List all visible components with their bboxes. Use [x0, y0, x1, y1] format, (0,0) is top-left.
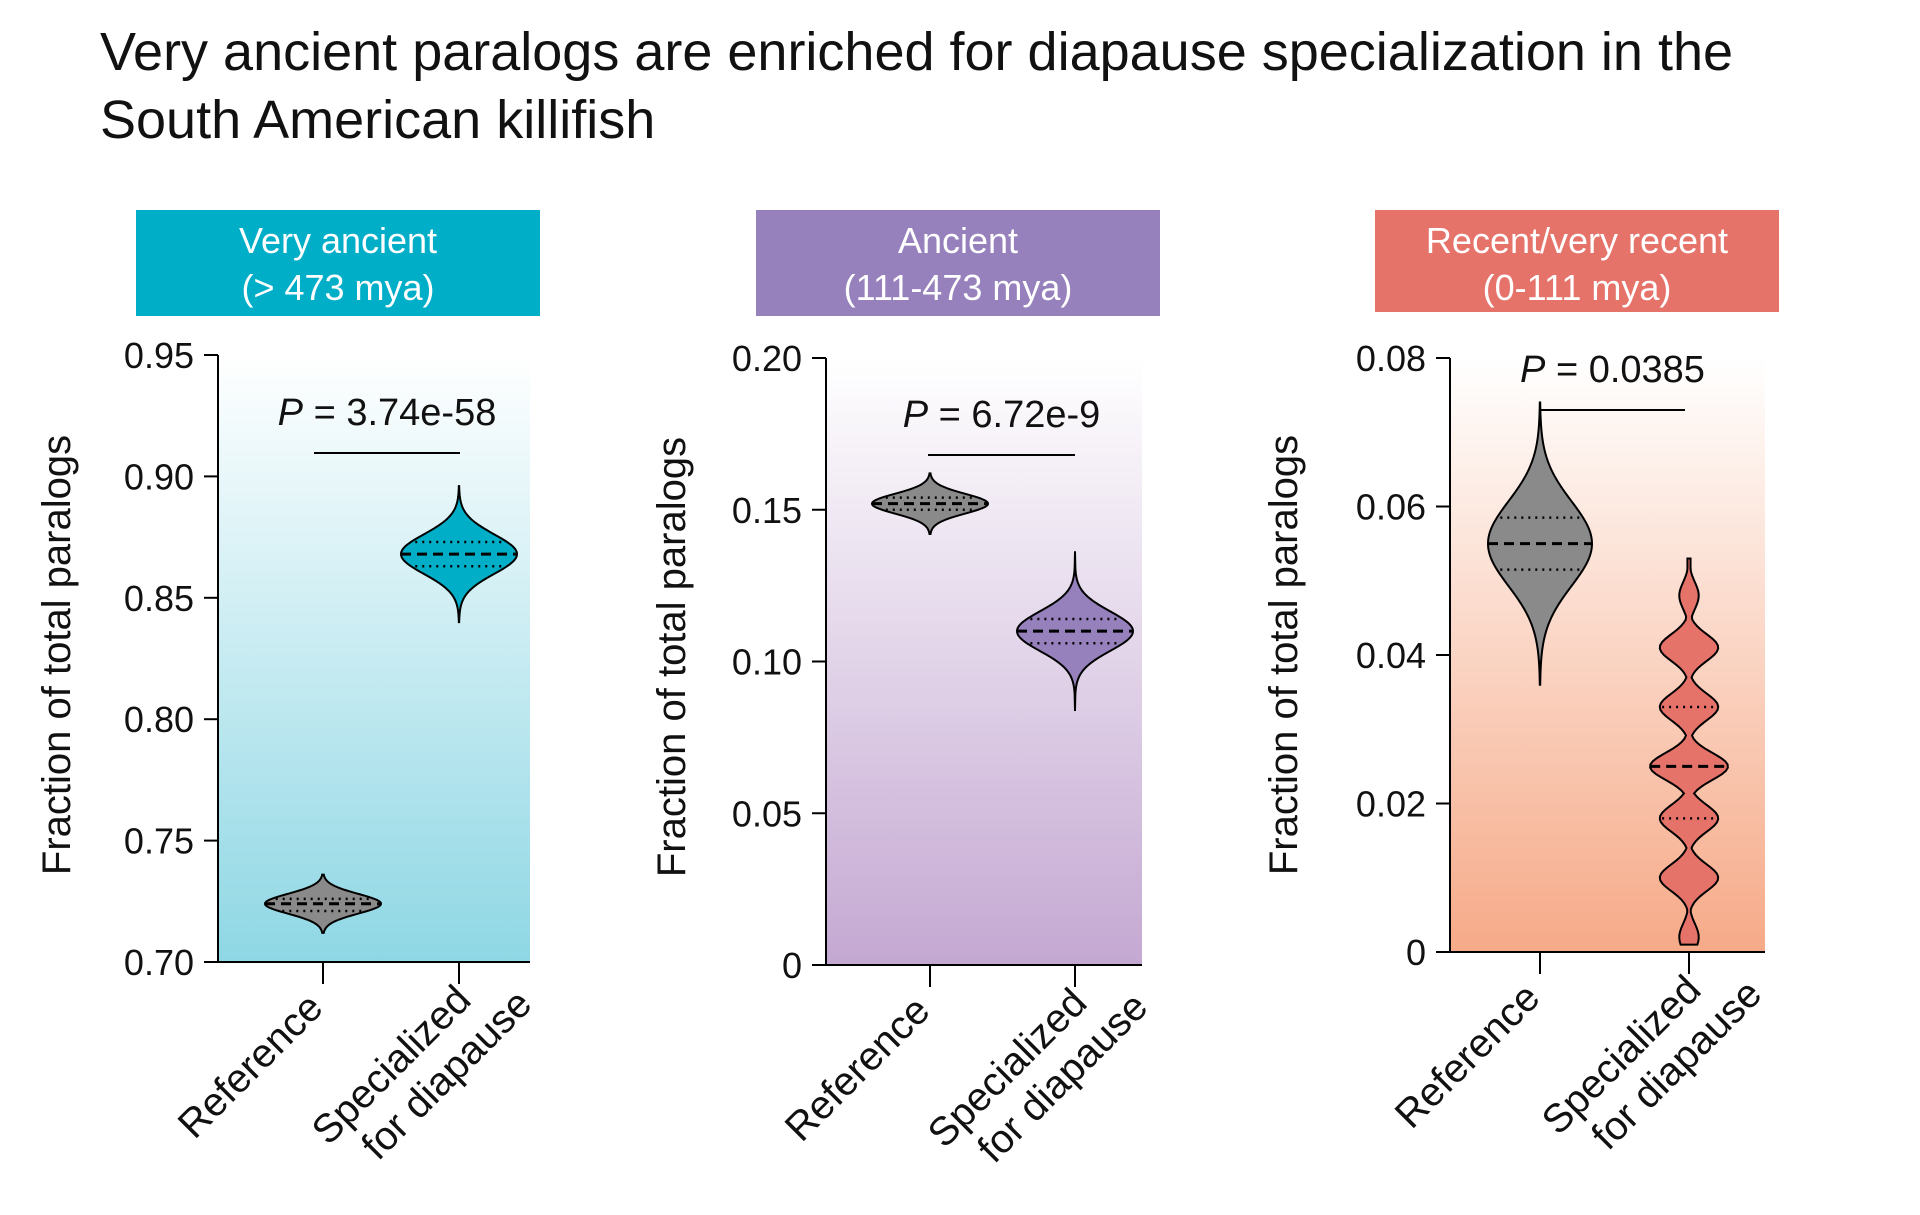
panel-title-line2: (111-473 mya) [844, 267, 1073, 308]
y-tick-label: 0.80 [124, 699, 194, 740]
p-symbol: P [1520, 349, 1546, 391]
x-tick-label-specialized: Specializedfor diapause [304, 949, 541, 1186]
figure-title-line2: South American killifish [100, 90, 656, 150]
y-tick-label: 0.10 [732, 642, 802, 683]
y-tick-label: 0.70 [124, 942, 194, 983]
panel-title-line2: (> 473 mya) [241, 267, 434, 308]
y-tick-label: 0.75 [124, 821, 194, 862]
p-value-text: = 6.72e-9 [928, 394, 1100, 436]
violin-body [1649, 557, 1729, 946]
p-value-text: = 0.0385 [1545, 349, 1705, 391]
x-tick-label-reference: Reference [1387, 975, 1549, 1137]
y-tick-label: 0.85 [124, 578, 194, 619]
plot-background [1450, 358, 1765, 952]
y-tick-label: 0.95 [124, 335, 194, 376]
p-symbol: P [278, 392, 304, 434]
y-tick-label: 0 [782, 945, 802, 986]
p-symbol: P [903, 394, 929, 436]
y-tick-label: 0.06 [1356, 487, 1426, 528]
y-tick-label: 0 [1406, 932, 1426, 973]
violin-reference [870, 472, 990, 536]
violin-reference [1486, 401, 1594, 686]
panel-header [756, 210, 1160, 316]
violin-reference [263, 873, 383, 934]
figure-title-line1: Very ancient paralogs are enriched for d… [100, 22, 1734, 82]
panel-header [136, 210, 540, 316]
y-axis-label: Fraction of total paralogs [1262, 435, 1306, 875]
p-value-label: P = 6.72e-9 [903, 394, 1101, 436]
p-value-label: P = 0.0385 [1520, 349, 1705, 391]
panel-1: Very ancient (> 473 mya) 0.70 0.75 0.80 0.85 0… [35, 210, 541, 1186]
plot-background [218, 355, 530, 962]
x-tick-label-specialized: Specializedfor diapause [920, 952, 1157, 1189]
figure-title: Very ancient paralogs are enriched for d… [100, 18, 1860, 154]
violin-specialized [1649, 557, 1729, 946]
y-axis-label: Fraction of total paralogs [650, 437, 694, 877]
panel-title-line1: Ancient [898, 220, 1018, 261]
x-tick-label-specialized: Specializedfor diapause [1534, 939, 1771, 1176]
panel-title-line1: Very ancient [239, 220, 437, 261]
violin-specialized [399, 485, 519, 624]
y-tick-label: 0.20 [732, 338, 802, 379]
y-tick-label: 0.08 [1356, 338, 1426, 379]
panel-header [1375, 210, 1779, 312]
x-tick-label-reference: Reference [777, 988, 939, 1150]
panel-3: Recent/very recent (0-111 mya) 0 0.02 0.04 0.… [1262, 210, 1779, 1176]
p-value-text: = 3.74e-58 [303, 392, 496, 434]
y-axis-label: Fraction of total paralogs [35, 435, 79, 875]
y-tick-label: 0.15 [732, 490, 802, 531]
y-tick-label: 0.04 [1356, 635, 1426, 676]
y-tick-label: 0.90 [124, 456, 194, 497]
violin-specialized [1015, 551, 1135, 712]
p-value-label: P = 3.74e-58 [278, 392, 497, 434]
y-tick-label: 0.05 [732, 793, 802, 834]
panel-title-line2: (0-111 mya) [1483, 267, 1672, 308]
panel-title-line1: Recent/very recent [1426, 220, 1728, 261]
panel-2: Ancient (111-473 mya) 0 0.05 0.10 0.15 0.20 Fra… [650, 210, 1160, 1189]
y-tick-label: 0.02 [1356, 784, 1426, 825]
